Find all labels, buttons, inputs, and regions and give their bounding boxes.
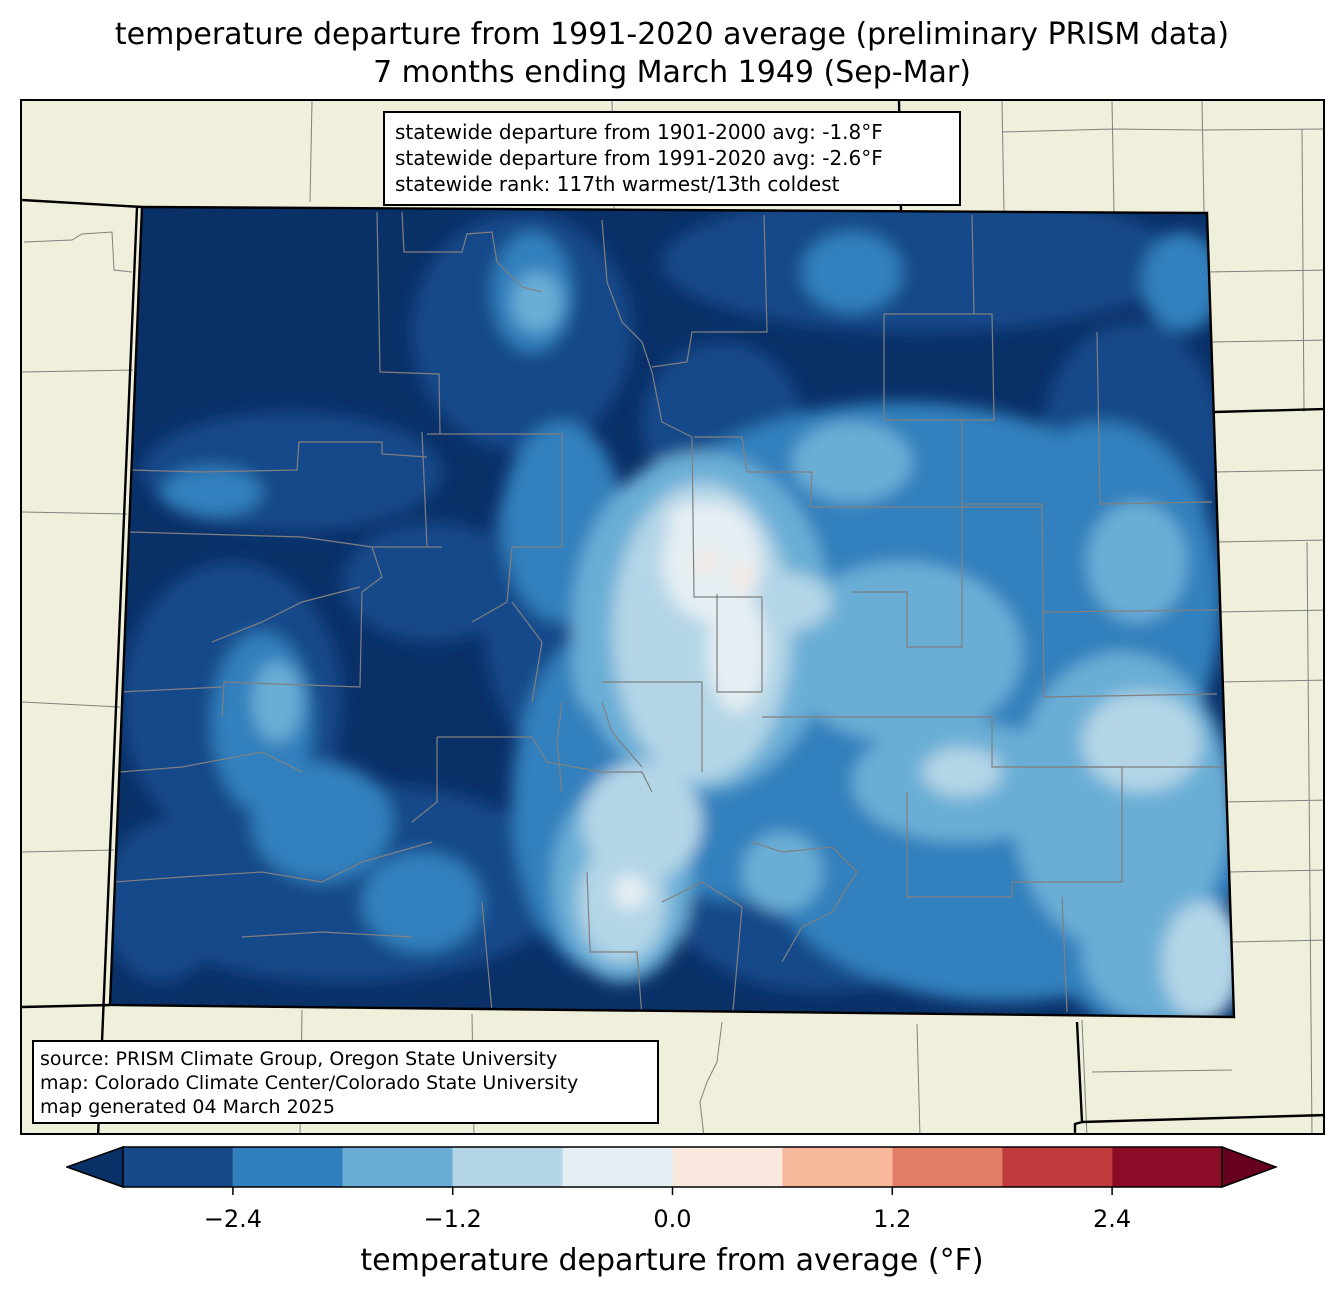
colorbar-segment [123, 1147, 233, 1187]
map-credit-line: map: Colorado Climate Center/Colorado St… [40, 1072, 579, 1094]
colorbar-segment [232, 1147, 343, 1187]
stats-rank: statewide rank: 117th warmest/13th colde… [395, 172, 840, 196]
colorbar-segment [672, 1147, 783, 1187]
colorbar-over-arrow [1221, 1146, 1278, 1189]
colorbar-segment [452, 1147, 563, 1187]
colorado-map [22, 101, 1323, 1133]
map-title-line1: temperature departure from 1991-2020 ave… [114, 17, 1230, 52]
colorbar-tick-label: −1.2 [423, 1205, 482, 1233]
statewide-stats-box: statewide departure from 1901-2000 avg: … [383, 111, 961, 206]
colorbar-tick-label: 2.4 [1093, 1205, 1132, 1233]
colorbar-under-arrow [66, 1146, 124, 1189]
county-lines [113, 211, 1227, 1017]
colorbar-tick-label: 0.0 [653, 1205, 692, 1233]
colorbar-segment [342, 1147, 453, 1187]
stats-departure-1991-2020: statewide departure from 1991-2020 avg: … [395, 146, 883, 170]
colorbar-segment [892, 1147, 1003, 1187]
colorbar-segment [1112, 1147, 1222, 1187]
colorbar [66, 1146, 1278, 1195]
source-line: source: PRISM Climate Group, Oregon Stat… [40, 1048, 558, 1070]
colorbar-segment [562, 1147, 673, 1187]
colorbar-tick-label: 1.2 [873, 1205, 912, 1233]
map-panel [20, 99, 1325, 1135]
colorbar-segment [782, 1147, 893, 1187]
map-title-line2: 7 months ending March 1949 (Sep-Mar) [373, 55, 971, 90]
stats-departure-1901-2000: statewide departure from 1901-2000 avg: … [395, 120, 883, 144]
colorbar-label: temperature departure from average (°F) [360, 1243, 984, 1278]
state-borders [22, 101, 1323, 1133]
colorbar-segment [1002, 1147, 1113, 1187]
map-generated-line: map generated 04 March 2025 [40, 1096, 335, 1118]
source-credits-box: source: PRISM Climate Group, Oregon Stat… [32, 1040, 659, 1124]
colorbar-tick-label: −2.4 [203, 1205, 263, 1233]
